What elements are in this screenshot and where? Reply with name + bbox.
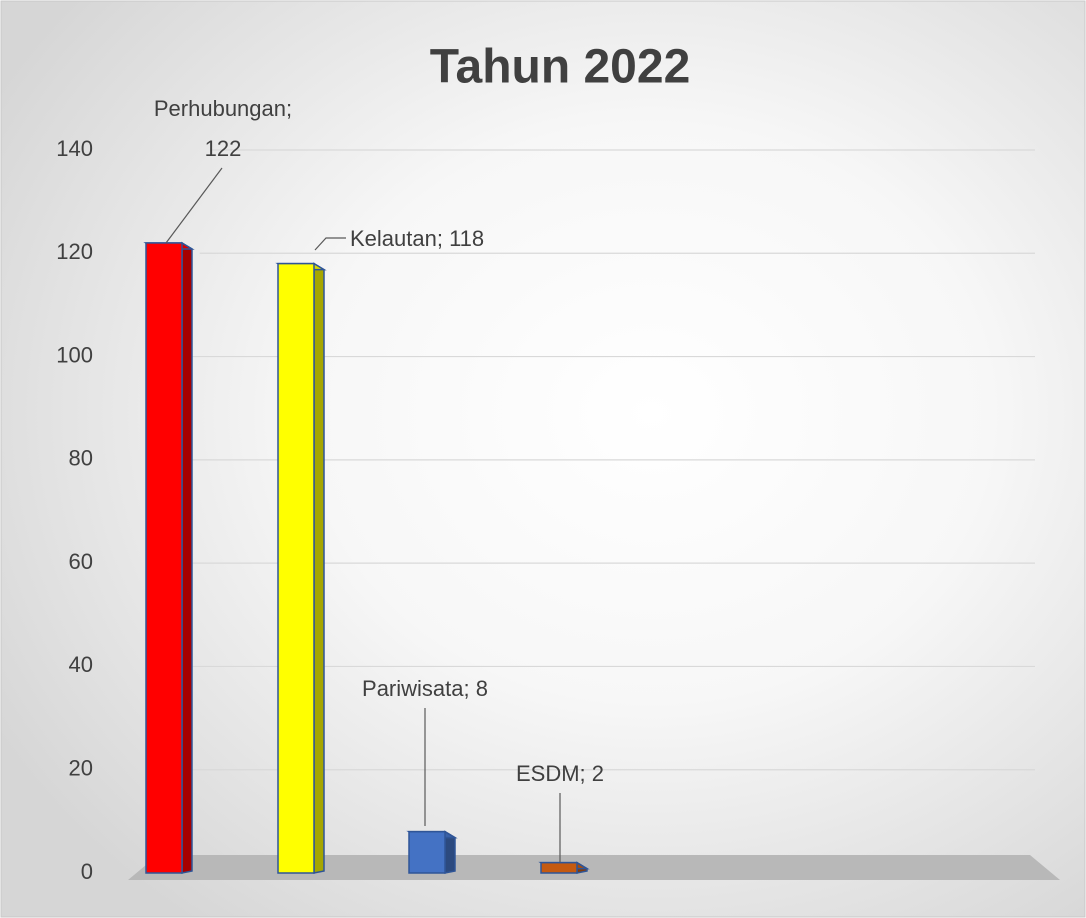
y-tick-label: 20 [69, 756, 93, 781]
data-label-line: Perhubungan; [154, 96, 292, 121]
y-tick-label: 60 [69, 549, 93, 574]
bar [540, 861, 578, 874]
floor [128, 855, 1060, 880]
data-label: Kelautan; 118 [350, 226, 484, 251]
data-label-line: 122 [205, 136, 242, 161]
bar [408, 830, 446, 874]
bar-side [181, 241, 193, 874]
y-tick-label: 80 [69, 446, 93, 471]
data-label: ESDM; 2 [516, 761, 604, 786]
y-tick-label: 40 [69, 652, 93, 677]
y-tick-label: 140 [56, 136, 93, 161]
bar [145, 242, 183, 874]
data-label: Pariwisata; 8 [362, 676, 488, 701]
bar [277, 262, 315, 874]
y-tick-label: 0 [81, 859, 93, 884]
y-tick-label: 120 [56, 239, 93, 264]
leader-line [165, 167, 223, 244]
chart-title: Tahun 2022 [430, 41, 691, 94]
bar-side [313, 262, 325, 874]
data-label: Perhubungan; 122 [154, 96, 292, 161]
leader-line [314, 237, 346, 251]
y-tick-label: 100 [56, 342, 93, 367]
